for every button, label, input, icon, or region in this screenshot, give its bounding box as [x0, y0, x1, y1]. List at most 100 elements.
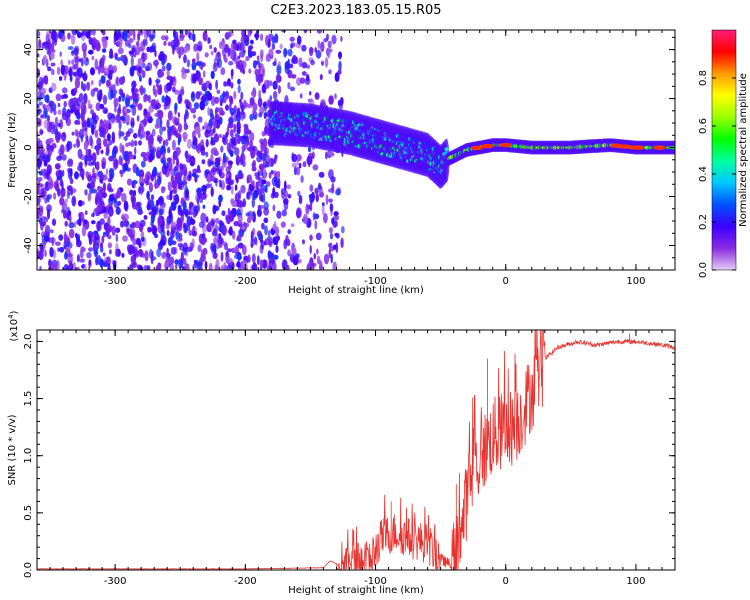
heatmap-cell: [87, 192, 92, 202]
heatmap-cell: [261, 179, 267, 185]
heatmap-cell: [64, 251, 68, 260]
heatmap-cell: [230, 198, 235, 205]
heatmap-cell: [180, 210, 185, 216]
heatmap-cell: [147, 226, 152, 233]
heatmap-cell: [239, 201, 246, 208]
heatmap-cell: [297, 190, 301, 197]
heatmap-cell: [43, 119, 49, 129]
y-tick-label: 1.0: [23, 448, 34, 464]
heatmap-cell: [276, 73, 279, 83]
heatmap-cell: [272, 204, 276, 212]
heatmap-cell: [81, 174, 85, 181]
heatmap-cell: [174, 102, 178, 112]
snr-background: [37, 330, 675, 570]
heatmap-cell: [159, 110, 162, 117]
heatmap-cell: [263, 201, 269, 211]
heatmap-cell: [109, 48, 114, 59]
heatmap-cell: [253, 114, 257, 120]
heatmap-cell: [132, 49, 137, 58]
heatmap-cell: [90, 80, 94, 86]
heatmap-cell: [155, 59, 158, 70]
heatmap-cell: [193, 43, 199, 52]
heatmap-cell: [319, 74, 323, 81]
heatmap-cell: [78, 200, 83, 207]
heatmap-cell: [94, 233, 100, 241]
heatmap-cell: [151, 128, 156, 137]
heatmap-cell: [264, 125, 268, 134]
heatmap-cell: [93, 87, 99, 92]
heatmap-cell: [312, 151, 315, 160]
heatmap-cell: [49, 100, 54, 105]
heatmap-cell: [170, 230, 175, 239]
heatmap-cell: [237, 78, 241, 85]
heatmap-cell: [325, 151, 328, 160]
heatmap-cell: [120, 115, 126, 121]
heatmap-cell: [140, 252, 146, 258]
heatmap-cell: [233, 147, 240, 156]
heatmap-cell: [141, 62, 146, 69]
heatmap-cell: [107, 89, 113, 101]
heatmap-cell: [260, 33, 264, 42]
heatmap-cell: [131, 117, 135, 123]
heatmap-cell: [213, 133, 220, 143]
heatmap-cell: [155, 264, 161, 270]
heatmap-cell: [210, 148, 215, 156]
heatmap-cell: [251, 231, 254, 237]
heatmap-cell: [71, 195, 77, 207]
heatmap-cell: [173, 166, 178, 172]
heatmap-cell: [64, 65, 69, 75]
heatmap-cell: [77, 165, 83, 172]
heatmap-cell: [157, 176, 162, 186]
heatmap-cell: [296, 209, 301, 219]
heatmap-cell: [76, 233, 81, 240]
heatmap-cell: [129, 104, 135, 109]
heatmap-cell: [283, 190, 288, 199]
heatmap-cell: [51, 41, 55, 52]
heatmap-cell: [301, 61, 308, 69]
heatmap-cell: [254, 33, 260, 39]
heatmap-cell: [138, 123, 142, 132]
heatmap-cell: [40, 221, 46, 227]
heatmap-cell: [73, 87, 78, 94]
heatmap-cell: [167, 110, 173, 121]
heatmap-cell: [38, 101, 43, 106]
heatmap-cell: [101, 30, 106, 36]
heatmap-cell: [146, 190, 150, 200]
heatmap-cell: [95, 161, 100, 171]
heatmap-cell: [54, 183, 60, 192]
heatmap-cell: [153, 209, 156, 218]
heatmap-cell: [340, 226, 345, 234]
heatmap-cell: [37, 30, 41, 37]
heatmap-cell: [68, 228, 75, 239]
heatmap-cell: [208, 82, 213, 91]
heatmap-cell: [250, 90, 256, 97]
heatmap-cell: [94, 58, 99, 70]
heatmap-cell: [131, 87, 135, 93]
heatmap-cell: [220, 40, 226, 50]
heatmap-cell: [215, 79, 219, 90]
heatmap-cell: [299, 77, 306, 84]
heatmap-cell: [91, 30, 96, 36]
heatmap-cell: [63, 209, 67, 219]
heatmap-cell: [67, 32, 71, 40]
heatmap-cell: [301, 71, 307, 76]
heatmap-cell: [94, 119, 98, 125]
heatmap-cell: [313, 252, 316, 260]
heatmap-cell: [169, 182, 172, 187]
snr-xlabel: Height of straight line (km): [288, 585, 424, 596]
heatmap-cell: [200, 253, 206, 263]
heatmap-cell: [198, 221, 205, 228]
heatmap-cell: [69, 66, 72, 77]
snr-scale-label: (x104): [7, 310, 20, 341]
heatmap-cell: [191, 58, 196, 64]
heatmap-peak: [499, 142, 512, 148]
heatmap-cell: [137, 32, 141, 42]
heatmap-cell: [71, 50, 75, 55]
heatmap-cell: [180, 85, 185, 95]
heatmap-cell: [254, 68, 259, 76]
heatmap-cell: [198, 77, 203, 86]
heatmap-cell: [125, 142, 129, 148]
heatmap-cell: [309, 234, 313, 241]
heatmap-cell: [69, 178, 74, 185]
heatmap-cell: [63, 263, 69, 270]
